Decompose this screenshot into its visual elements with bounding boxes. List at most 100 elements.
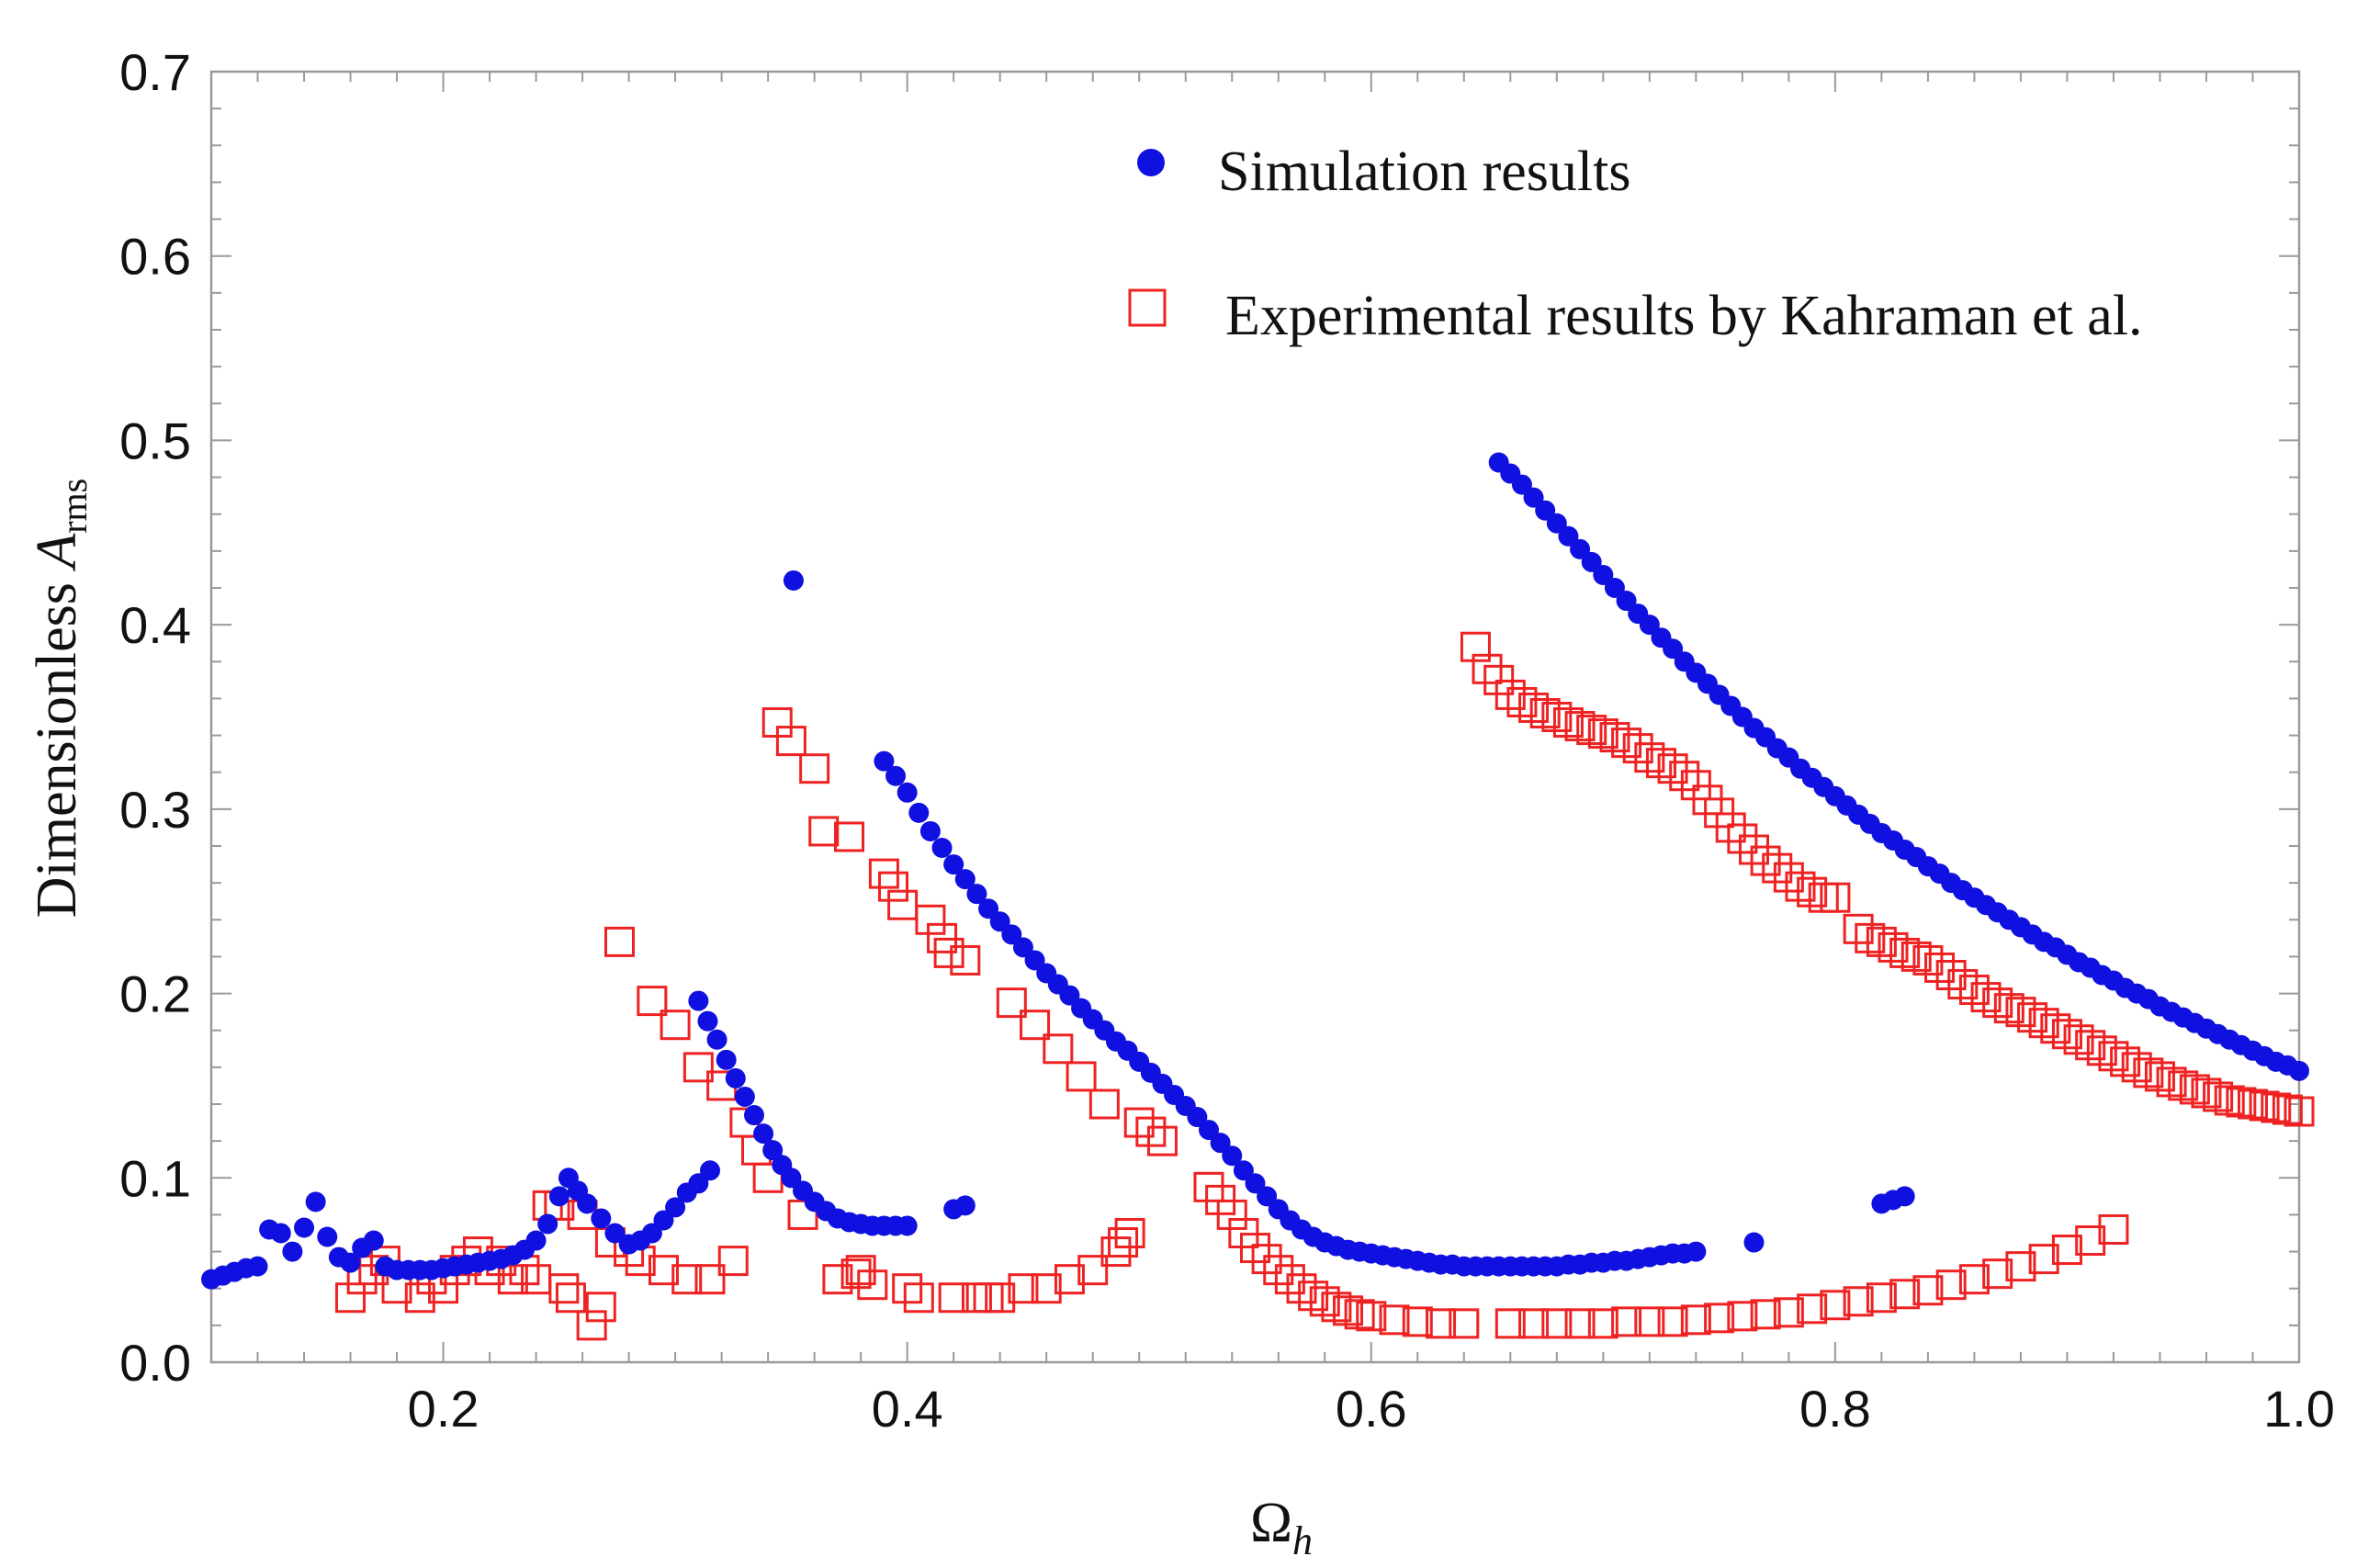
experimental-point [1274,1264,1305,1295]
experimental-point [1912,1275,1944,1306]
experimental-point [2226,1087,2257,1118]
experimental-point [903,1282,934,1314]
simulation-point [716,1049,737,1070]
y-tick-label: 0.0 [119,1334,191,1392]
experimental-point [1114,1218,1145,1248]
legend-simulation-marker [1137,149,1165,176]
y-tick-label: 0.3 [119,781,191,839]
simulation-point [734,1086,755,1107]
experimental-point [1820,882,1851,913]
experimental-point [1518,1308,1550,1339]
simulation-point [1222,1145,1243,1167]
simulation-point [954,869,976,890]
experimental-point [2237,1089,2268,1120]
simulation-point [317,1226,338,1247]
experimental-point [1820,1290,1851,1321]
x-axis-title-sub: h [1292,1518,1313,1563]
simulation-point [874,750,895,772]
experimental-point [2063,1024,2094,1055]
experimental-point [2284,1096,2315,1127]
experimental-point [1715,812,1746,843]
simulation-point [1639,615,1660,636]
experimental-point [938,1282,969,1314]
experimental-point [1785,871,1816,902]
simulation-point [525,1230,547,1251]
experimental-point [1866,926,1897,957]
experimental-point [1506,686,1538,717]
experimental-point [1797,1293,1828,1325]
simulation-point [706,1029,727,1050]
experimental-point [2075,1030,2106,1061]
experimental-point [2086,1035,2117,1066]
experimental-point [1008,1273,1039,1304]
experimental-point [1356,1301,1387,1332]
y-tick-label: 0.2 [119,965,191,1023]
simulation-point [537,1213,558,1235]
simulation-point [247,1256,268,1277]
experimental-point [671,1264,703,1295]
experimental-point [2028,1244,2059,1275]
x-tick-label: 0.4 [872,1380,943,1438]
experimental-point [694,1264,726,1295]
simulation-point [282,1241,303,1262]
experimental-point [2051,1019,2082,1050]
experimental-point [1494,1308,1526,1339]
experimental-point [585,1292,616,1323]
experimental-point [603,926,635,957]
simulation-point [978,898,999,919]
experimental-point [2179,1074,2210,1105]
experimental-point [1251,1244,1282,1275]
experimental-point [404,1282,435,1314]
simulation-point [1257,1186,1278,1207]
experimental-point [1657,753,1688,784]
simulation-point [954,1195,976,1216]
experimental-point [1088,1089,1120,1120]
simulation-point [1523,487,1544,508]
simulation-point [783,570,804,591]
simulation-point [665,1197,686,1218]
legend: Simulation results Experimental results … [1128,141,2143,347]
experimental-point [1587,718,1618,750]
experimental-point [1518,692,1550,723]
experimental-point [892,1273,923,1304]
experimental-point [1344,1299,1375,1330]
experimental-point [1900,941,1932,972]
simulation-point [604,1223,626,1244]
experimental-point [1529,697,1561,728]
axes-frame [209,70,2301,1364]
simulation-point [1012,937,1033,958]
experimental-point [887,889,919,920]
simulation-point [2289,1060,2309,1081]
experimental-point [2261,1092,2292,1123]
experimental-point [2272,1094,2303,1125]
simulation-point [270,1223,291,1244]
experimental-point [1402,1306,1433,1337]
experimental-point [950,944,981,976]
experimental-point [1020,1010,1051,1041]
experimental-point [1123,1107,1155,1138]
experimental-point [1216,1199,1247,1230]
simulation-point [1616,591,1637,612]
experimental-point [555,1282,586,1314]
simulation-point [966,884,987,905]
experimental-point [1727,823,1758,854]
experimental-point [1762,852,1793,884]
experimental-point [1797,876,1828,908]
experimental-point [1077,1255,1109,1286]
experimental-point [808,816,840,847]
simulation-point [897,1215,918,1236]
experimental-point [1263,1255,1294,1286]
experimental-point [822,1264,853,1295]
experimental-point [335,1282,367,1314]
y-axis-ticks: 0.0 0.1 0.2 0.3 0.4 0.5 0.6 0.7 [119,43,2299,1392]
simulation-point [653,1210,674,1231]
experimental-point [1634,742,1665,773]
experimental-point [637,986,668,1017]
simulation-point [1059,985,1080,1006]
simulation-point [908,802,930,823]
experimental-point [1552,707,1584,739]
experimental-point [2098,1213,2129,1245]
experimental-point [1599,722,1630,753]
experimental-point [1426,1308,1457,1339]
